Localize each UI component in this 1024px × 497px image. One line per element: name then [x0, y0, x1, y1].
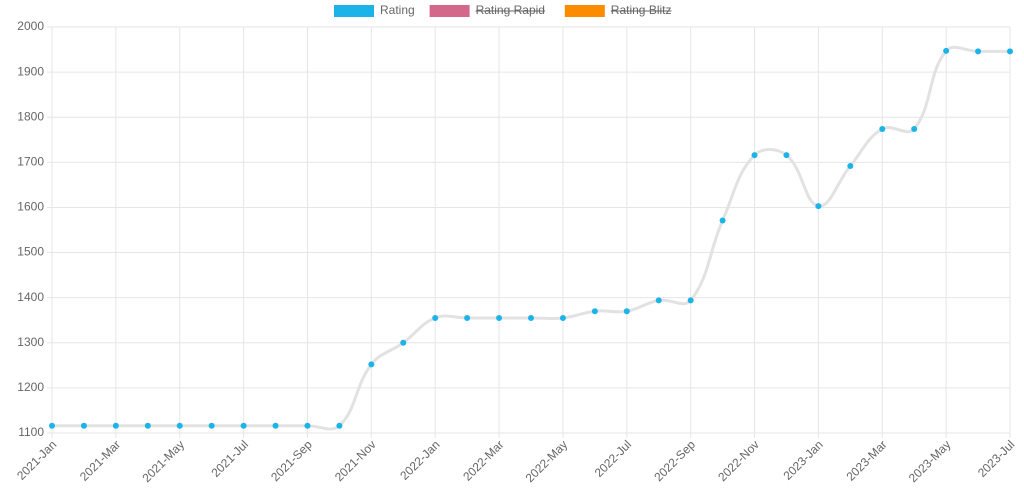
legend-swatch[interactable] — [429, 5, 470, 17]
x-tick-label: 2023-Mar — [843, 437, 889, 483]
x-tick-label: 2021-May — [139, 437, 187, 485]
point — [49, 422, 55, 429]
legend-label[interactable]: Rating Rapid — [476, 3, 545, 17]
point — [208, 422, 215, 429]
point — [559, 314, 566, 321]
point — [687, 297, 694, 304]
x-tick-label: 2022-Nov — [715, 437, 762, 484]
y-tick-label: 1300 — [17, 335, 44, 349]
y-tick-label: 1800 — [17, 109, 44, 123]
y-tick-label: 2000 — [17, 19, 44, 33]
point — [528, 314, 534, 321]
y-tick-label: 1100 — [18, 425, 44, 439]
point — [879, 125, 886, 132]
line — [52, 45, 1011, 431]
point — [751, 152, 758, 159]
point — [943, 47, 950, 54]
point — [783, 152, 790, 159]
point — [975, 48, 982, 55]
point — [368, 361, 375, 368]
x-tick-label: 2022-May — [523, 437, 571, 485]
x-tick-label: 2022-Mar — [460, 437, 506, 483]
point — [591, 308, 598, 315]
point — [464, 314, 471, 321]
legend-label[interactable]: Rating — [380, 3, 415, 17]
y-tick-label: 1500 — [17, 245, 44, 259]
x-tick-label: 2021-Jan — [14, 437, 59, 482]
y-tick-label: 1400 — [17, 290, 44, 304]
point — [272, 422, 279, 429]
point — [304, 422, 311, 429]
point — [112, 422, 119, 429]
point — [815, 203, 822, 210]
y-tick-label: 1700 — [17, 155, 44, 169]
point — [847, 162, 854, 169]
point — [240, 422, 247, 429]
x-tick-label: 2023-Jan — [780, 437, 825, 482]
x-tick-label: 2023-May — [906, 437, 954, 485]
point — [719, 217, 726, 224]
x-tick-label: 2022-Jul — [592, 437, 634, 479]
y-tick-label: 1900 — [17, 64, 44, 78]
point — [623, 308, 630, 315]
x-tick-label: 2021-Sep — [268, 437, 315, 484]
x-tick-label: 2021-Mar — [77, 437, 123, 483]
x-tick-label: 2022-Jan — [397, 437, 442, 482]
x-tick-label: 2021-Nov — [332, 437, 379, 484]
x-tick-label: 2023-Jul — [975, 437, 1017, 479]
point — [400, 339, 407, 346]
legend-swatch[interactable] — [334, 5, 374, 17]
point — [655, 297, 662, 304]
point — [1007, 48, 1013, 55]
y-tick-label: 1200 — [17, 380, 44, 394]
point — [496, 314, 503, 321]
point — [80, 422, 87, 429]
point — [336, 422, 343, 429]
x-tick-label: 2022-Sep — [651, 437, 698, 484]
legend-label[interactable]: Rating Blitz — [611, 3, 672, 17]
y-tick-label: 1600 — [17, 200, 44, 214]
x-tick-label: 2021-Jul — [209, 437, 251, 479]
point — [144, 422, 151, 429]
point — [176, 422, 183, 429]
point — [432, 314, 439, 321]
point — [911, 125, 918, 132]
legend-swatch[interactable] — [564, 5, 605, 17]
